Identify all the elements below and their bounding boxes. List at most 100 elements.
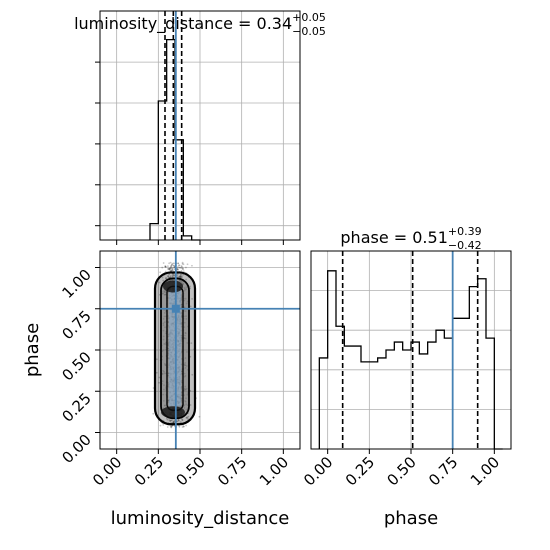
x-tick-label: 0.25 [342, 453, 378, 489]
sample-point [166, 418, 169, 421]
density-peak-bottom [161, 406, 185, 419]
sample-point [172, 420, 175, 423]
sample-point [198, 415, 201, 418]
sample-point [169, 275, 172, 277]
sample-point [168, 268, 171, 271]
y-tick-label: 0.25 [58, 389, 94, 425]
sample-point [168, 262, 171, 265]
sample-point [181, 426, 184, 428]
sample-point [182, 268, 185, 271]
sample-point [165, 417, 168, 420]
sample-point [169, 420, 171, 423]
sample-point [182, 425, 185, 428]
x-tick-label: 0.00 [300, 453, 336, 489]
sample-point [177, 419, 180, 422]
sample-point [191, 264, 193, 267]
sample-point [189, 285, 191, 288]
sample-point [178, 275, 181, 278]
sample-point [168, 267, 170, 270]
sample-point [181, 419, 184, 422]
sample-point [172, 269, 174, 272]
sample-point [170, 426, 173, 429]
sample-point [158, 381, 161, 384]
sample-point [169, 419, 172, 422]
sample-point [182, 274, 184, 276]
panel-title: phase = 0.51+0.39 −0.42 [340, 225, 481, 252]
x-ticks: 0.00 0.25 0.50 0.75 1.00 [300, 449, 503, 489]
sample-point [170, 265, 173, 268]
phase-histogram [318, 270, 503, 450]
sample-point [161, 266, 164, 269]
sample-point [162, 262, 165, 264]
sample-point [155, 358, 158, 361]
sample-point [180, 276, 182, 279]
sample-point [178, 264, 181, 267]
sample-point [166, 426, 169, 428]
sample-point [171, 263, 173, 266]
y-tick-label: 1.00 [58, 266, 94, 302]
title-main: phase = 0.51 [340, 228, 447, 247]
sample-point [190, 342, 193, 345]
panel-title: luminosity_distance = 0.34+0.05 −0.05 [74, 11, 326, 38]
sample-point [170, 267, 173, 269]
sample-point [187, 415, 190, 418]
sample-point [171, 425, 173, 428]
sample-point [161, 276, 164, 279]
luminosity-distance-phase-scatter-panel: 0.00 0.25 0.50 0.75 1.00 0.000.250.500.751.0… [22, 250, 301, 529]
title-lower-error: −0.42 [448, 239, 482, 252]
sample-point [179, 421, 182, 423]
x-ticks: 0.00 0.25 0.50 0.75 1.00 [89, 449, 292, 489]
sample-point [164, 265, 167, 268]
sample-point [170, 264, 173, 266]
sample-point [159, 271, 162, 274]
sample-point [181, 276, 184, 278]
quantile-lines [164, 11, 183, 240]
sample-point [165, 277, 168, 279]
sample-point [178, 275, 180, 278]
sample-point [177, 264, 180, 267]
x-tick-label: 1.00 [256, 453, 292, 489]
sample-point [182, 270, 185, 273]
sample-point [182, 263, 185, 266]
sample-point [164, 265, 167, 268]
sample-point [185, 424, 187, 427]
sample-point [181, 268, 184, 270]
sample-point [180, 269, 183, 272]
sample-point [185, 278, 188, 281]
sample-point [167, 275, 170, 278]
sample-point [177, 419, 180, 422]
x-ticks [116, 240, 284, 245]
sample-point [187, 418, 190, 421]
y-tick-label: 0.50 [58, 348, 94, 384]
sample-point [185, 416, 188, 419]
sample-point [186, 417, 189, 419]
sample-point [180, 267, 183, 269]
sample-point [168, 273, 170, 276]
axes-frame [310, 250, 512, 450]
sample-point [172, 421, 175, 424]
sample-point [171, 275, 174, 277]
sample-point [180, 274, 183, 276]
title-upper-error: +0.39 [448, 225, 482, 238]
sample-point [177, 262, 180, 265]
sample-point [172, 267, 174, 269]
sample-point [185, 266, 187, 269]
sample-point [178, 425, 181, 428]
x-axis-label: luminosity_distance [111, 508, 290, 529]
x-tick-label: 0.00 [89, 453, 125, 489]
sample-point [166, 265, 169, 268]
sample-point [179, 276, 182, 278]
sample-point [166, 268, 169, 270]
sample-point [167, 268, 170, 271]
sample-point [169, 267, 172, 269]
sample-point [185, 417, 188, 419]
title-lower-error: −0.05 [292, 25, 326, 38]
phase-histogram-panel: 0.00 0.25 0.50 0.75 1.00 phase phase = 0.51+… [300, 225, 512, 529]
sample-point [170, 419, 172, 422]
sample-point [172, 264, 175, 267]
sample-point [171, 269, 174, 271]
sample-point [169, 261, 172, 264]
sample-point [179, 274, 182, 276]
sample-point [177, 262, 179, 265]
